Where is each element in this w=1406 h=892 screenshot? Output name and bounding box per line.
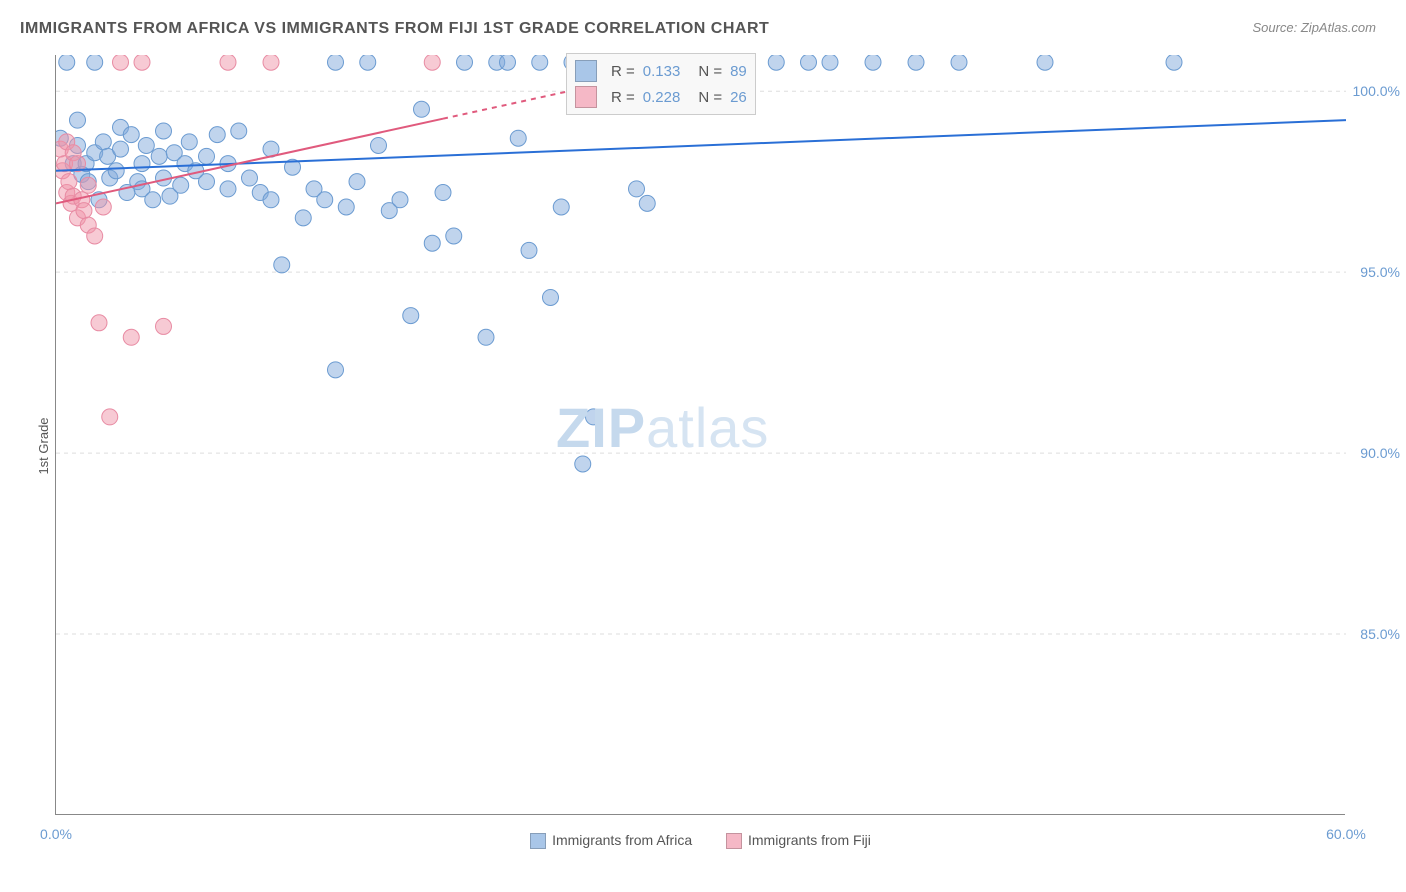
stats-row: R = 0.133 N = 89 [575, 58, 747, 84]
stats-n-value: 89 [730, 63, 747, 80]
legend-item-fiji: Immigrants from Fiji [726, 832, 871, 849]
stats-legend: R = 0.133 N = 89 R = 0.228 N = 26 [566, 53, 756, 115]
legend-label-africa: Immigrants from Africa [552, 832, 692, 848]
stats-r-label: R = [611, 89, 635, 106]
x-tick-label: 0.0% [40, 826, 72, 842]
stats-swatch [575, 60, 597, 82]
legend-swatch-fiji [726, 833, 742, 849]
scatter-chart-svg [56, 55, 1346, 815]
legend-swatch-africa [530, 833, 546, 849]
y-tick-label: 85.0% [1360, 626, 1400, 642]
stats-n-value: 26 [730, 89, 747, 106]
stats-r-label: R = [611, 63, 635, 80]
legend-item-africa: Immigrants from Africa [530, 832, 692, 849]
legend-label-fiji: Immigrants from Fiji [748, 832, 871, 848]
source-name: ZipAtlas.com [1301, 20, 1376, 35]
stats-n-label: N = [698, 89, 722, 106]
y-tick-label: 90.0% [1360, 445, 1400, 461]
y-tick-label: 100.0% [1353, 83, 1400, 99]
stats-r-value: 0.133 [643, 63, 681, 80]
source-attribution: Source: ZipAtlas.com [1252, 20, 1376, 35]
stats-r-value: 0.228 [643, 89, 681, 106]
series-legend: Immigrants from Africa Immigrants from F… [56, 832, 1345, 849]
y-tick-label: 95.0% [1360, 264, 1400, 280]
plot-area: R =0.133 N =89R =0.228 N =26 ZIPatlas Im… [55, 55, 1345, 815]
stats-swatch [575, 86, 597, 108]
x-tick-label: 60.0% [1326, 826, 1366, 842]
chart-title: IMMIGRANTS FROM AFRICA VS IMMIGRANTS FRO… [20, 20, 769, 38]
y-axis-label: 1st Grade [36, 417, 51, 474]
source-label: Source: [1252, 20, 1300, 35]
stats-row: R = 0.228 N = 26 [575, 84, 747, 110]
stats-n-label: N = [698, 63, 722, 80]
